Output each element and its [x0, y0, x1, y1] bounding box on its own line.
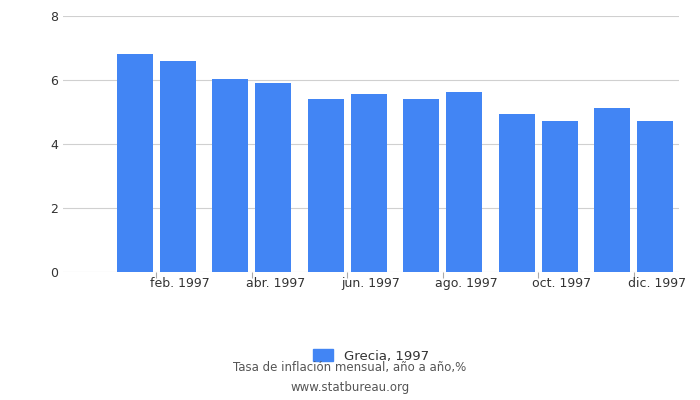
Bar	[351, 94, 386, 272]
Legend: Grecia, 1997: Grecia, 1997	[308, 344, 434, 368]
Bar	[498, 114, 535, 272]
Bar	[594, 108, 630, 272]
Bar	[308, 99, 344, 272]
Bar	[542, 121, 578, 272]
Bar	[403, 98, 439, 272]
Bar	[117, 54, 153, 272]
Bar	[160, 61, 195, 272]
Text: Tasa de inflación mensual, año a año,%: Tasa de inflación mensual, año a año,%	[233, 362, 467, 374]
Bar	[212, 79, 248, 272]
Bar	[637, 121, 673, 272]
Bar	[256, 83, 291, 272]
Text: www.statbureau.org: www.statbureau.org	[290, 382, 410, 394]
Bar	[446, 92, 482, 272]
